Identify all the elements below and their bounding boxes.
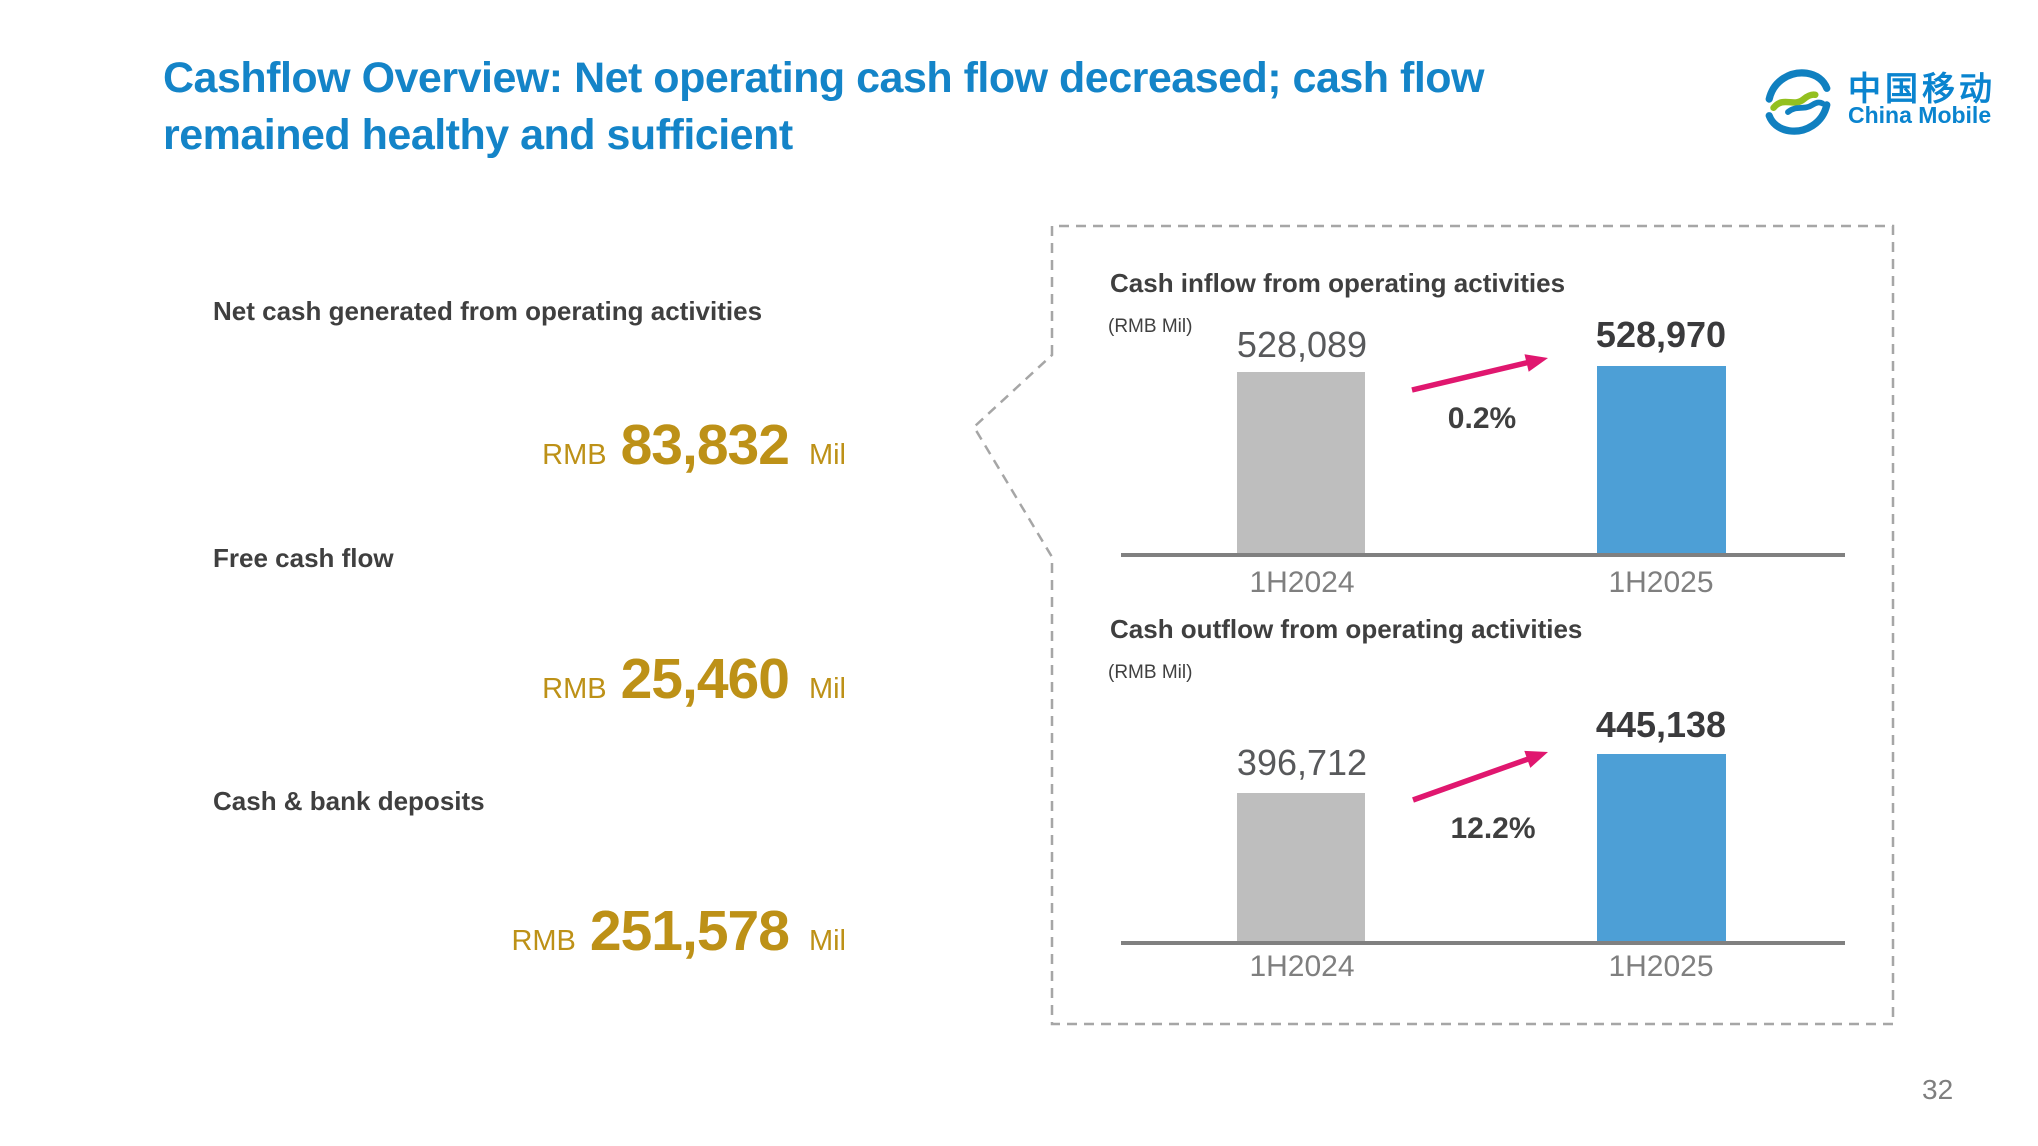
metric-amount: 83,832 xyxy=(620,413,790,477)
unit-suffix: Mil xyxy=(808,925,846,957)
logo-text-english: China Mobile xyxy=(1848,102,1992,128)
tick-inflow-1h2024: 1H2024 xyxy=(1249,566,1355,599)
chart-outflow-title: Cash outflow from operating activities xyxy=(1110,614,1583,644)
growth-arrow-inflow-icon xyxy=(1400,340,1570,410)
metric-amount: 25,460 xyxy=(620,647,790,711)
page-title-line-2: remained healthy and sufficient xyxy=(163,111,793,159)
page-title: Cashflow Overview: Net operating cash fl… xyxy=(163,50,1663,164)
china-mobile-logo-icon xyxy=(1762,66,1834,138)
bar-value-outflow-1h2025: 445,138 xyxy=(1595,704,1727,745)
page-title-line-1: Cashflow Overview: Net operating cash fl… xyxy=(163,54,1484,102)
metric-label-free-cash-flow: Free cash flow xyxy=(213,543,394,573)
metric-value-cash-bank-deposits: RMB 251,578 Mil xyxy=(511,898,846,964)
currency-prefix: RMB xyxy=(511,925,576,957)
x-axis-inflow xyxy=(1121,553,1845,557)
unit-suffix: Mil xyxy=(808,439,846,471)
metric-amount: 251,578 xyxy=(589,899,790,963)
bar-inflow-1h2024 xyxy=(1237,372,1365,555)
logo-text-chinese: 中国移动 xyxy=(1848,70,1996,107)
bar-value-inflow-1h2024: 528,089 xyxy=(1236,324,1368,365)
tick-outflow-1h2024: 1H2024 xyxy=(1249,950,1355,983)
bar-value-inflow-1h2025: 528,970 xyxy=(1595,314,1727,355)
metric-value-net-cash: RMB 83,832 Mil xyxy=(542,412,846,478)
metric-value-free-cash-flow: RMB 25,460 Mil xyxy=(542,646,846,712)
tick-outflow-1h2025: 1H2025 xyxy=(1608,950,1714,983)
growth-arrow-outflow-icon xyxy=(1400,740,1570,815)
currency-prefix: RMB xyxy=(542,439,607,471)
bar-inflow-1h2025 xyxy=(1597,366,1726,555)
dashed-callout-panel-border xyxy=(960,224,1900,1030)
page-number: 32 xyxy=(1922,1074,1954,1105)
change-pct-outflow: 12.2% xyxy=(1450,812,1536,845)
unit-suffix: Mil xyxy=(808,673,846,705)
x-axis-outflow xyxy=(1121,941,1845,945)
metric-label-cash-bank-deposits: Cash & bank deposits xyxy=(213,786,485,816)
chart-outflow-unit-note: (RMB Mil) xyxy=(1108,662,1193,683)
currency-prefix: RMB xyxy=(542,673,607,705)
bar-outflow-1h2024 xyxy=(1237,793,1365,943)
chart-inflow-title: Cash inflow from operating activities xyxy=(1110,268,1566,298)
bar-outflow-1h2025 xyxy=(1597,754,1726,943)
tick-inflow-1h2025: 1H2025 xyxy=(1608,566,1714,599)
change-pct-inflow: 0.2% xyxy=(1447,402,1517,435)
metric-label-net-cash: Net cash generated from operating activi… xyxy=(213,296,763,326)
chart-inflow-unit-note: (RMB Mil) xyxy=(1108,316,1193,337)
bar-value-outflow-1h2024: 396,712 xyxy=(1236,742,1368,783)
